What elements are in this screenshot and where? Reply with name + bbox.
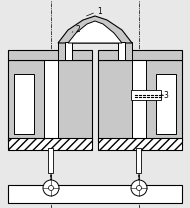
Polygon shape (58, 16, 132, 43)
Circle shape (48, 186, 54, 191)
Bar (131, 90, 161, 100)
Bar (132, 60, 146, 140)
Text: 1: 1 (97, 6, 102, 16)
Bar (8, 50, 92, 60)
Circle shape (43, 180, 59, 196)
Bar (8, 138, 92, 150)
Bar (98, 50, 182, 60)
Bar (14, 74, 34, 134)
Bar (98, 60, 182, 140)
Text: 2: 2 (76, 26, 81, 35)
Bar (44, 60, 58, 140)
Polygon shape (68, 21, 122, 43)
Text: 3: 3 (163, 90, 168, 99)
Bar (118, 42, 132, 60)
Bar (136, 148, 141, 173)
Bar (8, 60, 92, 140)
Bar (98, 138, 182, 150)
Bar (8, 185, 182, 203)
Circle shape (136, 186, 142, 191)
Bar (58, 42, 72, 60)
Bar (118, 42, 125, 60)
Bar (48, 148, 53, 173)
Bar (156, 74, 176, 134)
Circle shape (131, 180, 147, 196)
Bar (65, 42, 72, 60)
